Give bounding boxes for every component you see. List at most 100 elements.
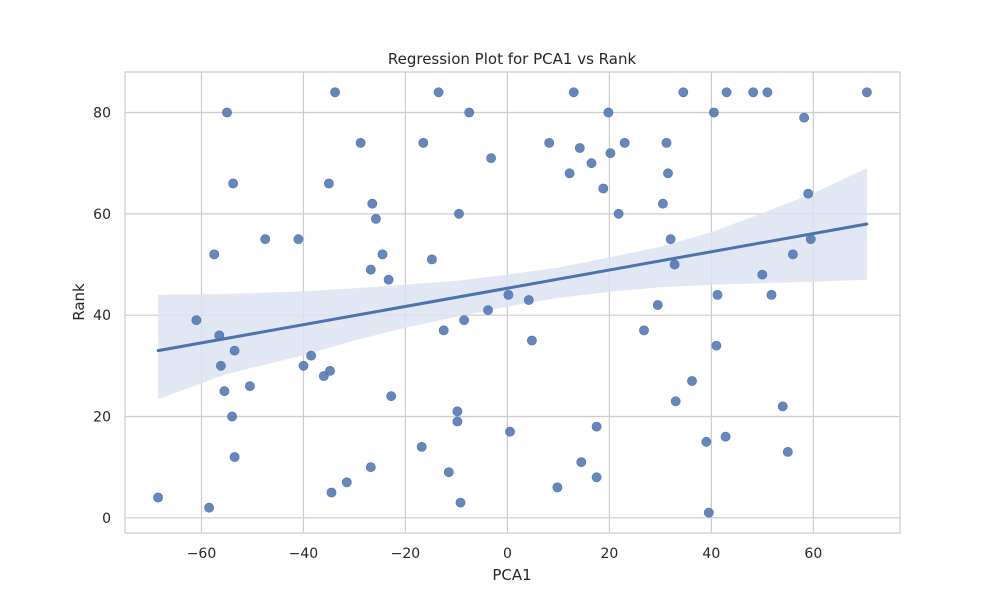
scatter-point [222,107,232,118]
scatter-point [459,315,469,326]
scatter-point [355,137,366,148]
scatter-point [591,472,602,483]
scatter-point [325,365,335,376]
scatter-point [777,401,788,412]
x-tick-label: 40 [702,546,720,562]
y-tick-label: 40 [93,308,111,324]
scatter-point [383,274,394,285]
scatter-point [720,431,731,442]
scatter-point [426,254,437,265]
x-axis-label: PCA1 [492,566,531,584]
y-tick-label: 20 [93,409,111,425]
scatter-point [703,507,714,518]
scatter-point [293,234,304,245]
scatter-point [452,406,463,417]
scatter-point [438,325,449,336]
scatter-point [805,234,816,245]
scatter-point [365,264,376,275]
scatter-point [663,168,673,179]
scatter-point [598,183,609,194]
y-tick-labels: 0 20 40 60 80 [93,106,111,527]
scatter-point [658,198,668,209]
scatter-point [298,360,309,371]
scatter-point [619,137,630,148]
scatter-point [367,198,378,209]
scatter-point [330,87,340,98]
scatter-point [209,249,220,260]
scatter-point [215,360,226,371]
scatter-point [464,107,475,118]
scatter-point [711,340,722,351]
scatter-point [687,376,697,386]
x-tick-label: −60 [187,546,217,562]
scatter-point [219,386,230,397]
scatter-point [591,421,602,432]
x-tick-label: 60 [804,546,822,562]
scatter-point [862,87,872,98]
scatter-point [678,87,689,98]
scatter-point [204,502,214,513]
scatter-point [323,178,334,189]
scatter-point [326,487,337,498]
scatter-point [757,269,768,280]
scatter-point [416,441,427,452]
scatter-point [712,289,723,300]
scatter-point [721,87,732,98]
scatter-point [486,153,496,163]
scatter-point [766,289,777,300]
scatter-point [386,391,397,402]
y-tick-label: 60 [93,207,111,223]
scatter-point [652,300,663,310]
scatter-point [748,87,759,98]
scatter-point [505,426,515,437]
scatter-point [443,467,454,478]
scatter-point [370,213,381,224]
scatter-point [227,411,237,422]
scatter-point [782,446,793,457]
y-axis-label: Rank [70,283,88,321]
y-tick-label: 0 [102,511,111,527]
scatter-point [214,330,225,341]
confidence-band [158,168,867,400]
scatter-point [418,137,429,148]
scatter-point [527,335,537,346]
chart-title: Regression Plot for PCA1 vs Rank [388,50,637,68]
scatter-points [153,87,872,518]
scatter-point [483,305,493,315]
scatter-point [701,436,712,447]
scatter-point [799,112,809,123]
scatter-point [670,396,681,407]
scatter-point [574,143,585,153]
scatter-point [377,249,388,260]
scatter-point [503,289,514,300]
scatter-point [260,234,271,245]
scatter-point [788,249,798,260]
scatter-point [153,492,163,503]
regression-line [156,222,869,353]
scatter-point [665,234,676,245]
plot-frame [124,71,901,534]
scatter-point [191,315,202,326]
scatter-point [613,208,624,219]
y-tick-label: 80 [93,106,111,122]
scatter-point [669,259,680,270]
x-tick-label: 20 [600,546,618,562]
scatter-point [433,87,444,98]
scatter-point [228,178,238,189]
scatter-point [244,381,255,391]
scatter-point [762,87,773,98]
scatter-point [576,457,587,467]
x-tick-label: 0 [503,546,512,562]
x-tick-labels: −60 −40 −20 0 20 40 60 [187,546,823,562]
scatter-point [454,208,464,219]
scatter-point [229,452,240,462]
scatter-point [803,188,814,199]
scatter-point [564,168,575,179]
x-tick-label: −20 [391,546,421,562]
scatter-point [341,477,352,488]
scatter-point [306,350,316,361]
scatter-point [544,137,555,148]
scatter-point [586,158,597,169]
scatter-point [661,137,672,148]
